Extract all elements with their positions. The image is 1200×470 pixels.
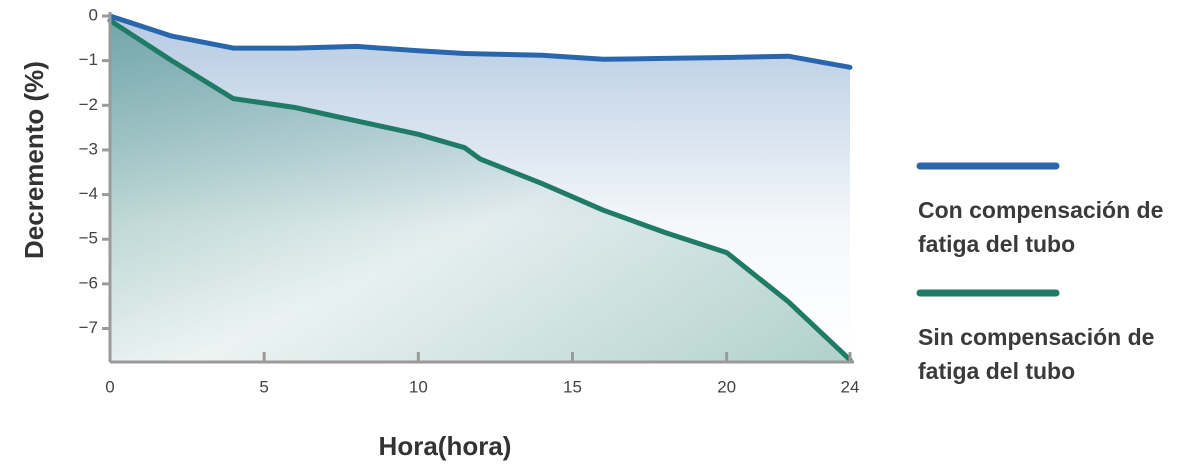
y-tick-label: −5 — [79, 229, 98, 248]
y-tick-label: −4 — [79, 184, 98, 203]
legend-label: Sin compensación de fatiga del tubo — [918, 324, 1155, 384]
y-tick-label: −7 — [79, 318, 98, 337]
series-line — [107, 18, 853, 363]
x-tick-label: 5 — [259, 377, 268, 396]
x-tick-label: 20 — [717, 377, 736, 396]
series-area — [110, 20, 850, 362]
legend-label: Con compensación de fatiga del tubo — [918, 197, 1164, 257]
y-tick-label: −1 — [79, 50, 98, 69]
series-line — [107, 13, 853, 70]
x-tick-label: 10 — [409, 377, 428, 396]
x-tick-label: 24 — [841, 377, 860, 396]
x-axis-title: Hora(hora) — [379, 431, 512, 461]
y-tick-label: −6 — [79, 273, 98, 292]
y-axis-title: Decremento (%) — [19, 61, 49, 259]
y-tick-label: −2 — [79, 95, 98, 114]
y-tick-label: −3 — [79, 139, 98, 158]
x-tick-label: 0 — [105, 377, 114, 396]
y-tick-label: 0 — [89, 5, 98, 24]
x-tick-label: 15 — [563, 377, 582, 396]
